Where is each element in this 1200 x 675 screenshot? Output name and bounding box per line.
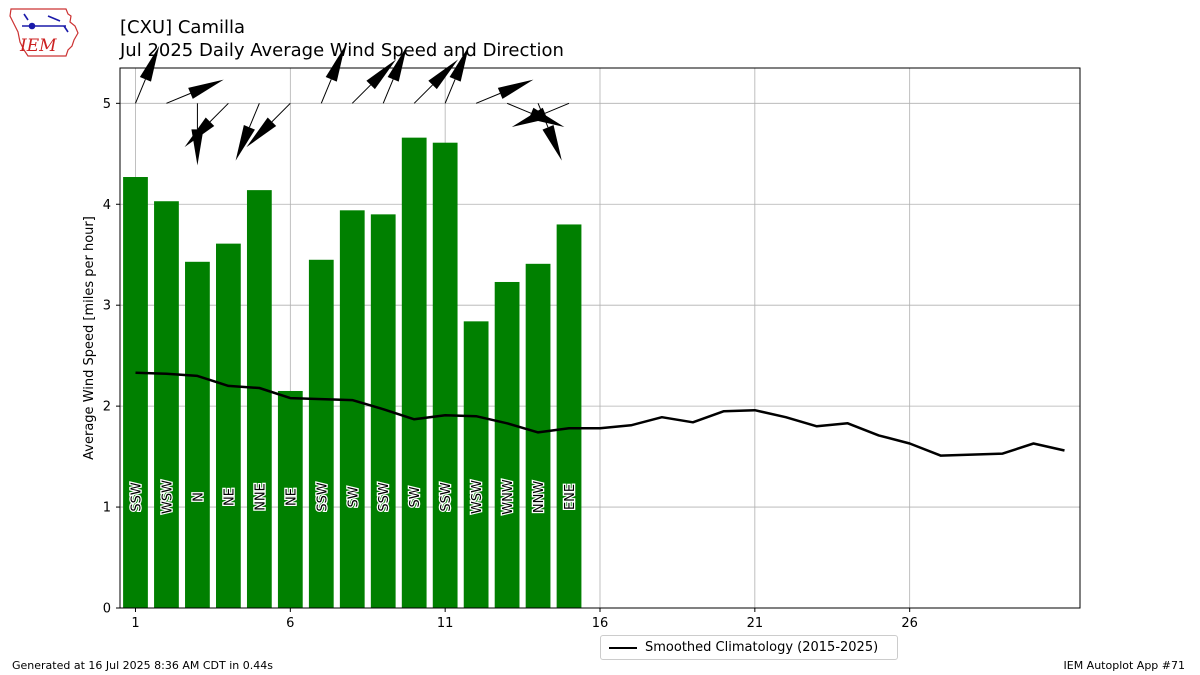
- wind-direction-arrow: [511, 102, 570, 128]
- arrow-shaft: [135, 79, 146, 104]
- direction-label: N: [191, 492, 206, 502]
- wind-direction-arrow: [320, 46, 346, 104]
- direction-label: NE: [222, 488, 237, 506]
- arrow-shaft: [475, 92, 501, 104]
- y-tick-label: 0: [103, 602, 111, 617]
- wind-direction-arrow: [413, 59, 459, 104]
- chart-subtitle: Jul 2025 Daily Average Wind Speed and Di…: [120, 40, 564, 61]
- arrow-shaft: [544, 102, 570, 114]
- arrow-shaft: [209, 102, 229, 123]
- wind-speed-bar: [185, 261, 210, 608]
- arrow-shaft: [444, 79, 456, 104]
- y-tick-label: 1: [103, 501, 111, 516]
- chart-title: [CXU] Camilla: [120, 17, 246, 38]
- wind-direction-arrow: [475, 79, 534, 104]
- wind-direction-arrow: [135, 46, 160, 104]
- arrow-shaft: [506, 102, 532, 114]
- wind-direction-arrow: [351, 59, 397, 104]
- direction-label: WNW: [501, 479, 516, 515]
- arrow-head: [188, 79, 224, 99]
- arrow-head: [325, 46, 346, 82]
- direction-label: SSW: [129, 482, 144, 512]
- wind-speed-bar: [339, 210, 365, 609]
- iowa-state-map-icon: [9, 8, 79, 57]
- direction-label: ENE: [563, 484, 578, 510]
- arrow-shaft: [351, 84, 371, 104]
- x-tick-label: 26: [901, 616, 918, 631]
- arrow-head: [497, 79, 534, 99]
- arrow-head: [511, 107, 548, 128]
- arrow-head: [366, 59, 397, 90]
- wind-direction-arrow: [246, 102, 291, 148]
- y-tick-label: 4: [103, 198, 111, 213]
- wind-speed-bar: [123, 177, 148, 608]
- direction-label: NNE: [253, 483, 268, 511]
- y-tick-label: 3: [103, 299, 111, 314]
- direction-label: SW: [408, 486, 423, 507]
- direction-label: SW: [346, 486, 361, 507]
- footer-generated-text: Generated at 16 Jul 2025 8:36 AM CDT in …: [12, 659, 273, 672]
- wind-speed-bar: [308, 259, 334, 608]
- wind-direction-arrow: [444, 46, 469, 104]
- arrow-head: [428, 59, 459, 90]
- arrow-head: [246, 117, 277, 148]
- arrow-shaft: [166, 92, 191, 104]
- arrow-shaft: [320, 79, 332, 104]
- direction-label: NNW: [532, 481, 547, 513]
- wind-speed-bar: [556, 224, 582, 608]
- arrow-head: [542, 125, 562, 161]
- wind-speed-bar: [525, 263, 551, 608]
- wind-direction-arrow: [537, 103, 562, 161]
- wind-speed-bar: [494, 281, 520, 608]
- wind-speed-bar: [432, 142, 458, 608]
- direction-label: SSW: [315, 482, 330, 512]
- wind-direction-arrow: [166, 79, 224, 104]
- wind-speed-bar: [216, 243, 241, 609]
- wind-direction-arrow: [235, 103, 260, 161]
- y-tick-label: 5: [103, 97, 111, 112]
- arrow-head: [139, 46, 160, 82]
- wind-speed-bar: [277, 390, 303, 608]
- x-tick-label: 1: [131, 616, 139, 631]
- direction-label: SSW: [377, 482, 392, 512]
- arrow-head: [235, 125, 255, 161]
- y-tick-label: 2: [103, 400, 111, 415]
- y-axis-label: Average Wind Speed [miles per hour]: [82, 216, 97, 460]
- x-tick-label: 16: [592, 616, 609, 631]
- x-tick-label: 11: [437, 616, 454, 631]
- direction-label: WSW: [470, 480, 485, 514]
- arrow-head: [184, 117, 215, 148]
- footer-app-text: IEM Autoplot App #71: [1063, 659, 1186, 672]
- arrow-shaft: [271, 102, 291, 123]
- legend: Smoothed Climatology (2015-2025): [600, 635, 898, 660]
- wind-direction-arrow: [382, 46, 407, 104]
- arrow-shaft: [413, 84, 433, 104]
- direction-label: SSW: [439, 482, 454, 512]
- arrow-shaft: [248, 103, 260, 128]
- wind-speed-bar: [246, 190, 272, 608]
- bars: [123, 137, 582, 609]
- weather-station-icon: [22, 13, 69, 33]
- arrow-head: [449, 46, 469, 82]
- wind-speed-bar: [154, 201, 179, 608]
- wind-speed-bar: [463, 321, 489, 608]
- climatology-line: [135, 371, 1065, 457]
- wind-speed-bar: [401, 137, 427, 608]
- legend-line-swatch: [609, 647, 637, 649]
- climatology-series-line: [135, 371, 1065, 457]
- direction-labels: SSW WSW N NE NNE NE SSW SW SSW SW SSW WSW WNW NNW ENE: [128, 478, 579, 516]
- x-tick-label: 21: [747, 616, 764, 631]
- iem-logo-text: IEM: [19, 36, 57, 56]
- wind-arrows: [135, 46, 570, 166]
- legend-label: Smoothed Climatology (2015-2025): [645, 640, 879, 655]
- wind-direction-arrow: [184, 102, 229, 148]
- arrow-head: [387, 46, 407, 82]
- x-tick-label: 6: [286, 616, 294, 631]
- arrow-shaft: [382, 79, 394, 104]
- iem-logo: IEM: [9, 8, 79, 57]
- direction-label: WSW: [160, 480, 175, 514]
- direction-label: NE: [284, 488, 299, 506]
